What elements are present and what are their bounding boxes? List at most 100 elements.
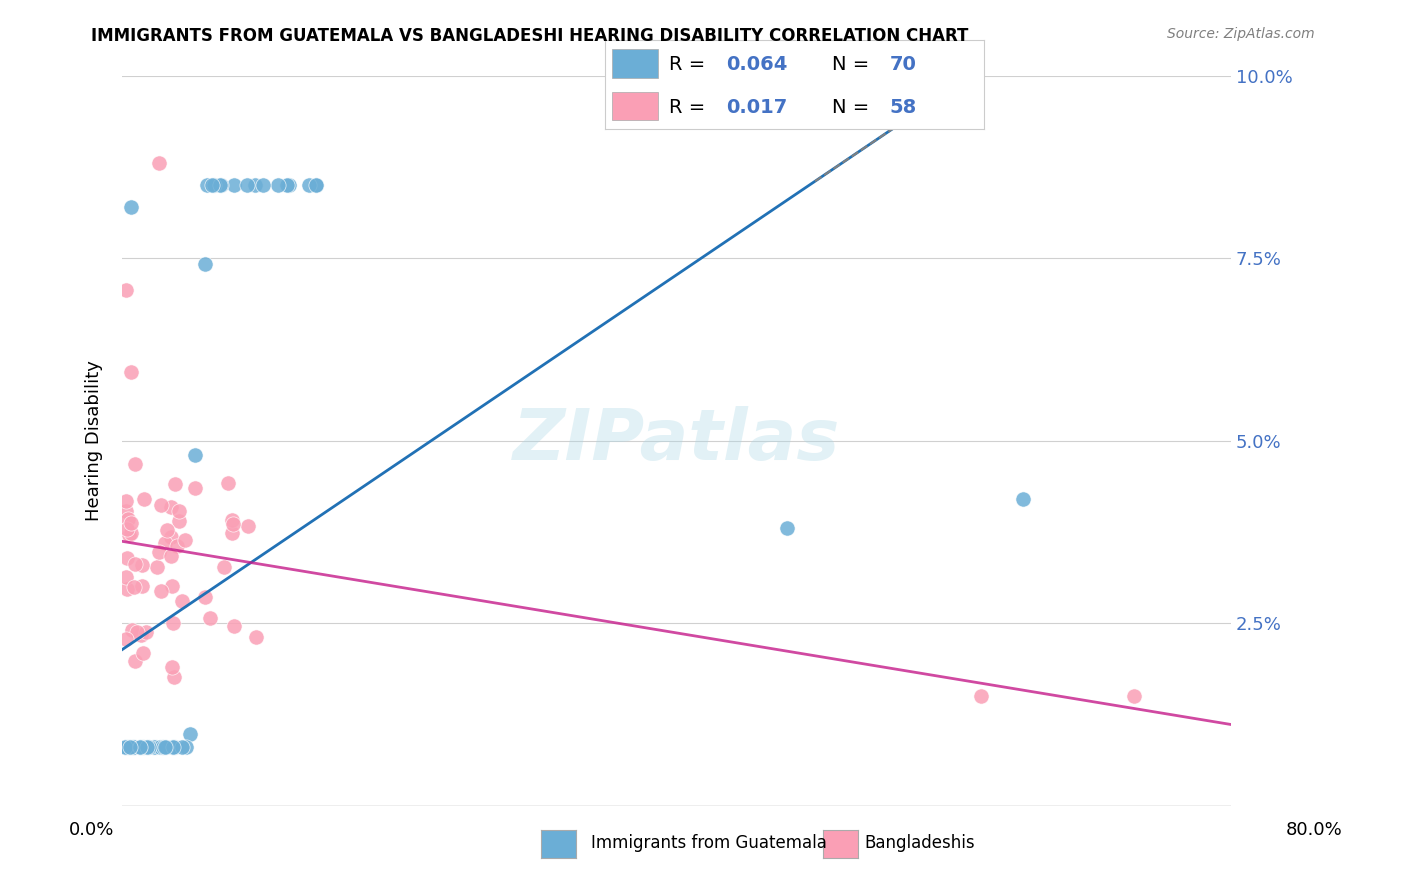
Immigrants from Guatemala <box>114 740 136 755</box>
Text: 0.0%: 0.0% <box>69 821 114 838</box>
Immigrants from Guatemala <box>184 449 207 463</box>
Text: 0.017: 0.017 <box>725 97 787 117</box>
Bangladeshis <box>115 551 138 566</box>
Bangladeshis <box>212 560 235 574</box>
Immigrants from Guatemala <box>236 178 259 192</box>
Text: Source: ZipAtlas.com: Source: ZipAtlas.com <box>1167 27 1315 41</box>
Y-axis label: Hearing Disability: Hearing Disability <box>86 360 103 521</box>
Immigrants from Guatemala <box>152 740 174 755</box>
Immigrants from Guatemala <box>122 740 145 755</box>
Immigrants from Guatemala <box>135 740 157 755</box>
Bangladeshis <box>148 156 170 170</box>
Immigrants from Guatemala <box>162 740 184 755</box>
Bangladeshis <box>150 498 173 512</box>
Immigrants from Guatemala <box>120 740 142 755</box>
Immigrants from Guatemala <box>128 740 150 755</box>
Bangladeshis <box>125 624 148 639</box>
Immigrants from Guatemala <box>155 740 177 755</box>
Immigrants from Guatemala <box>124 740 146 755</box>
Text: N =: N = <box>832 97 876 117</box>
Bangladeshis <box>135 624 157 639</box>
Immigrants from Guatemala <box>122 740 145 755</box>
Bangladeshis <box>160 660 183 674</box>
Immigrants from Guatemala <box>122 740 145 755</box>
Bangladeshis <box>184 481 207 495</box>
Bangladeshis <box>148 545 170 559</box>
Bangladeshis <box>115 494 138 508</box>
Bangladeshis <box>120 525 142 540</box>
Immigrants from Guatemala <box>131 740 153 755</box>
Bangladeshis <box>1122 689 1144 703</box>
Immigrants from Guatemala <box>195 178 218 192</box>
Bangladeshis <box>118 528 141 542</box>
Immigrants from Guatemala <box>163 740 186 755</box>
Immigrants from Guatemala <box>132 740 155 755</box>
Bangladeshis <box>132 646 155 660</box>
Immigrants from Guatemala <box>208 178 231 192</box>
Bangladeshis <box>155 535 177 549</box>
Immigrants from Guatemala <box>162 740 184 755</box>
Immigrants from Guatemala <box>209 178 232 192</box>
Immigrants from Guatemala <box>172 740 194 755</box>
Immigrants from Guatemala <box>120 740 142 755</box>
Immigrants from Guatemala <box>131 740 153 755</box>
Bangladeshis <box>156 523 179 537</box>
Bangladeshis <box>124 654 146 668</box>
Bangladeshis <box>131 579 153 593</box>
Bangladeshis <box>121 623 143 637</box>
Bangladeshis <box>163 476 186 491</box>
Immigrants from Guatemala <box>121 740 143 755</box>
Immigrants from Guatemala <box>160 740 183 755</box>
Bangladeshis <box>162 579 184 593</box>
Bangladeshis <box>146 560 169 574</box>
Immigrants from Guatemala <box>122 740 145 755</box>
Immigrants from Guatemala <box>276 178 298 192</box>
Bangladeshis <box>134 491 156 506</box>
Immigrants from Guatemala <box>118 740 141 755</box>
Immigrants from Guatemala <box>201 178 224 192</box>
Text: Bangladeshis: Bangladeshis <box>865 834 976 852</box>
Bangladeshis <box>245 631 267 645</box>
Immigrants from Guatemala <box>128 740 150 755</box>
Bangladeshis <box>221 513 243 527</box>
Bangladeshis <box>159 549 181 563</box>
Immigrants from Guatemala <box>194 257 217 271</box>
Immigrants from Guatemala <box>243 178 266 192</box>
Bangladeshis <box>129 627 152 641</box>
Text: 80.0%: 80.0% <box>1286 821 1343 838</box>
Bangladeshis <box>167 514 190 528</box>
Immigrants from Guatemala <box>266 178 288 192</box>
Immigrants from Guatemala <box>305 178 328 192</box>
Bangladeshis <box>117 511 139 525</box>
Text: 58: 58 <box>889 97 917 117</box>
Immigrants from Guatemala <box>179 727 201 741</box>
Immigrants from Guatemala <box>143 740 166 755</box>
Immigrants from Guatemala <box>117 740 139 755</box>
Bangladeshis <box>166 539 188 553</box>
Immigrants from Guatemala <box>149 740 172 755</box>
Bangladeshis <box>131 558 153 573</box>
Immigrants from Guatemala <box>120 740 142 755</box>
Immigrants from Guatemala <box>142 740 165 755</box>
Bangladeshis <box>115 582 138 596</box>
Bangladeshis <box>120 365 142 379</box>
Bangladeshis <box>149 583 172 598</box>
Bangladeshis <box>124 581 146 595</box>
Immigrants from Guatemala <box>136 740 159 755</box>
Text: R =: R = <box>669 54 711 74</box>
Text: R =: R = <box>669 97 711 117</box>
Immigrants from Guatemala <box>114 740 136 755</box>
Bangladeshis <box>970 689 993 703</box>
Immigrants from Guatemala <box>162 740 184 755</box>
Bangladeshis <box>162 616 184 631</box>
Immigrants from Guatemala <box>174 740 197 755</box>
Bangladeshis <box>115 503 138 517</box>
Bangladeshis <box>115 283 138 297</box>
Immigrants from Guatemala <box>155 740 177 755</box>
Immigrants from Guatemala <box>776 521 799 535</box>
Immigrants from Guatemala <box>114 740 136 755</box>
Text: 0.064: 0.064 <box>725 54 787 74</box>
Bangladeshis <box>120 516 142 530</box>
Immigrants from Guatemala <box>152 740 174 755</box>
Immigrants from Guatemala <box>129 740 152 755</box>
